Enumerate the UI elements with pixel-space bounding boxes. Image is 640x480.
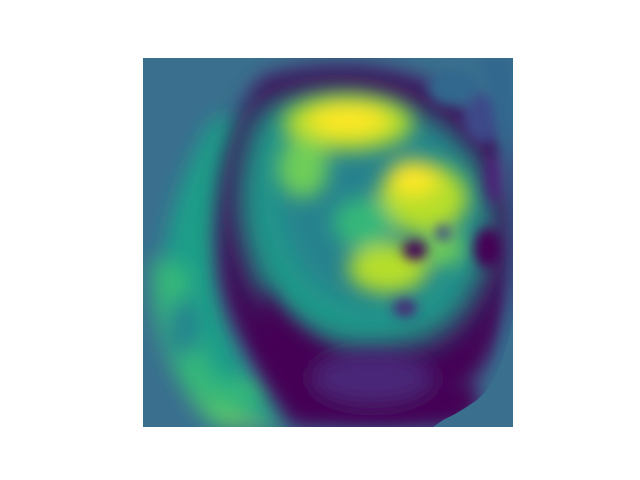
heatmap-image: [143, 58, 513, 427]
corner-mask: [143, 58, 513, 427]
lower-dark-area: [257, 288, 480, 427]
bright-regions: [278, 95, 468, 293]
heatmap-svg: [143, 58, 513, 427]
outer-band: [152, 118, 293, 427]
right-edge: [478, 58, 513, 427]
